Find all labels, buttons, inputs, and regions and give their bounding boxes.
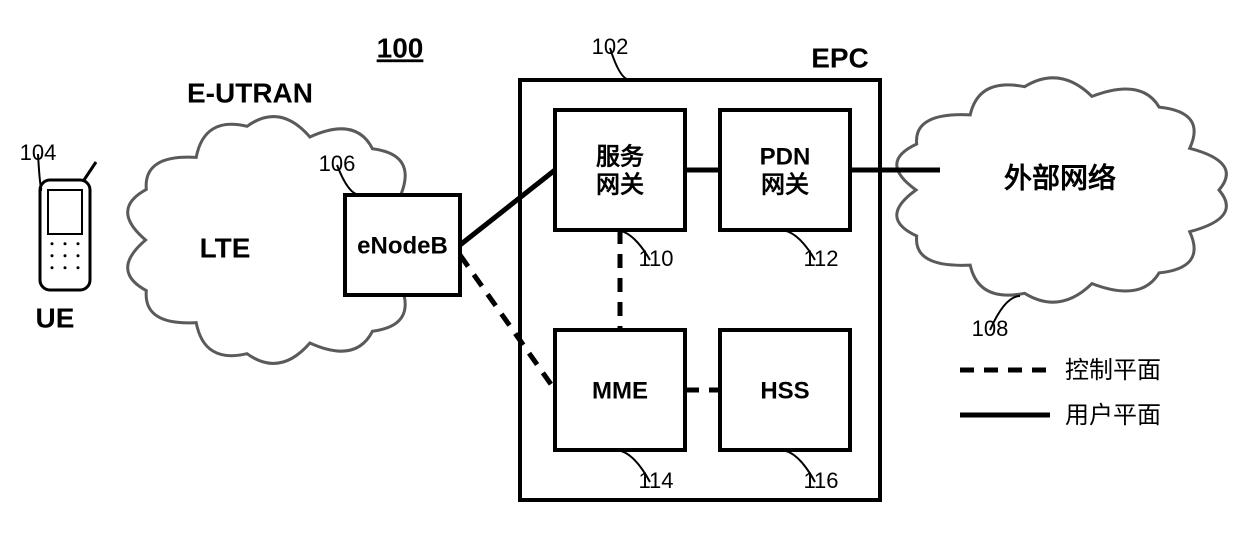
edge-enodeb-mme [460, 255, 555, 390]
svg-text:112: 112 [803, 246, 838, 271]
svg-text:106: 106 [319, 151, 356, 176]
svg-text:102: 102 [592, 34, 629, 59]
epc-label: EPC [811, 42, 869, 73]
svg-text:UE: UE [36, 302, 75, 333]
ue-device: UE [36, 162, 96, 333]
node-hss: HSS [720, 330, 850, 450]
edges [460, 170, 940, 390]
svg-text:110: 110 [638, 246, 673, 271]
svg-text:HSS: HSS [760, 377, 809, 404]
legend-user-label: 用户平面 [1065, 402, 1161, 429]
node-sgw: 服务网关 [555, 110, 685, 230]
svg-text:服务: 服务 [596, 142, 645, 170]
node-pgw: PDN网关 [720, 110, 850, 230]
svg-text:PDN: PDN [760, 143, 811, 170]
legend: 控制平面用户平面 [960, 357, 1161, 429]
svg-text:114: 114 [638, 468, 673, 493]
cloud-ext: 外部网络 [897, 78, 1227, 302]
figure-ref: 100 [377, 32, 424, 63]
network-diagram: LTE E-UTRAN 外部网络 UE EPC eNodeB服务网关PDN网关M… [0, 0, 1240, 555]
svg-text:eNodeB: eNodeB [357, 232, 448, 259]
svg-text:E-UTRAN: E-UTRAN [187, 77, 313, 108]
svg-text:MME: MME [592, 377, 648, 404]
svg-text:108: 108 [972, 316, 1009, 341]
svg-text:104: 104 [20, 140, 57, 165]
node-enodeb: eNodeB [345, 195, 460, 295]
legend-ctrl-label: 控制平面 [1065, 357, 1161, 384]
svg-text:外部网络: 外部网络 [1004, 161, 1116, 193]
svg-text:网关: 网关 [596, 171, 644, 198]
node-mme: MME [555, 330, 685, 450]
boxes: eNodeB服务网关PDN网关MMEHSS [345, 110, 850, 450]
svg-text:网关: 网关 [761, 171, 809, 198]
svg-text:116: 116 [803, 468, 838, 493]
svg-text:LTE: LTE [200, 232, 251, 263]
edge-enodeb-sgw [460, 170, 555, 245]
